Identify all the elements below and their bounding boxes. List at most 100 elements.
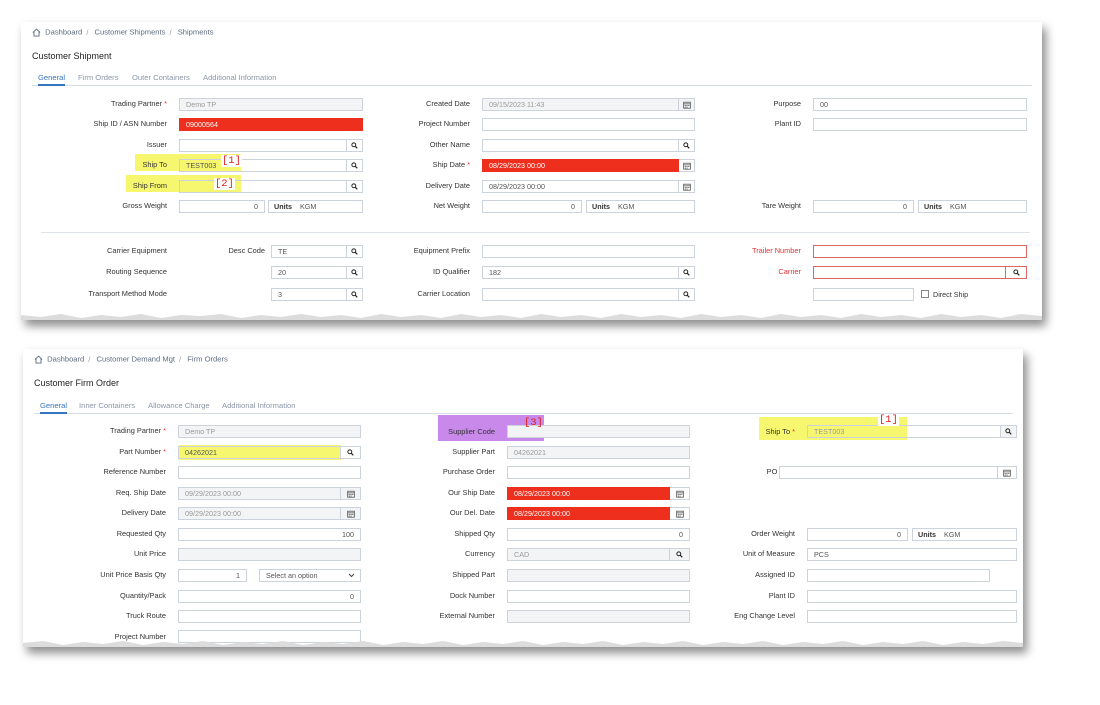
ship-from-search-button[interactable] [347,180,363,193]
unit-price-label: Unit Price [133,549,166,558]
transport-method-field[interactable]: 3 [271,288,347,301]
issuer-search-button[interactable] [347,139,363,152]
carrier-field[interactable] [813,266,1006,279]
delivery-date-field[interactable]: 08/29/2023 00:00 [482,180,679,193]
delivery-date-calendar-button[interactable] [679,180,695,193]
quantity-pack-field[interactable]: 0 [178,590,361,603]
requested-qty-field[interactable]: 100 [178,528,361,541]
unit-price-field [178,548,361,561]
breadcrumb-customer-shipments[interactable]: Customer Shipments [94,27,166,37]
purpose-label: Purpose [773,99,801,108]
transport-method-search-button[interactable] [347,288,363,301]
trading-partner-field: Demo TP [178,425,361,438]
project-number-field[interactable] [178,630,361,643]
reference-number-field[interactable] [178,466,361,479]
ship-from-field[interactable] [179,180,347,193]
equipment-prefix-field[interactable] [482,245,695,258]
tab-inner-containers[interactable]: Inner Containers [79,401,136,410]
other-name-search-button[interactable] [679,139,695,152]
ship-to-search-button[interactable] [347,159,363,172]
created-date-calendar-button[interactable] [679,98,695,111]
eng-change-level-field[interactable] [807,610,1017,623]
project-number-label: Project Number [114,632,166,641]
plant-id-field[interactable] [807,590,1017,603]
issuer-field[interactable] [179,139,347,152]
direct-ship-field[interactable] [813,288,914,301]
our-ship-date-field[interactable]: 08/29/2023 00:00 [507,487,670,500]
net-weight-field[interactable]: 0 [482,200,582,213]
ship-date-calendar-button[interactable] [679,159,695,172]
req-ship-date-calendar-button[interactable] [341,487,361,500]
other-name-field[interactable] [482,139,679,152]
truck-route-field[interactable] [178,610,361,623]
trailer-number-field[interactable] [813,245,1027,258]
tab-additional-information[interactable]: Additional Information [222,401,296,410]
our-ship-date-calendar-button[interactable] [670,487,690,500]
purchase-order-field[interactable] [507,466,690,479]
delivery-date-calendar-button[interactable] [341,507,361,520]
project-number-field[interactable] [482,118,695,131]
id-qualifier-label: ID Qualifier [433,267,470,276]
tab-general[interactable]: General [38,71,66,86]
tab-additional-information[interactable]: Additional Information [203,73,277,82]
desc-code-search-button[interactable] [347,245,363,258]
tare-weight-field[interactable]: 0 [813,200,914,213]
supplier-part-field: 04262021 [507,446,690,459]
ship-to-search-button[interactable] [1001,425,1017,438]
po-date-field[interactable] [779,466,998,479]
home-icon[interactable] [32,28,41,37]
currency-search-button[interactable] [670,548,690,561]
order-weight-units[interactable]: Units KGM [912,528,1017,541]
calendar-icon [683,183,691,191]
transport-method-label: Transport Method Mode [88,289,167,298]
tab-allowance-charge[interactable]: Allowance Charge [148,401,210,410]
breadcrumb-dashboard[interactable]: Dashboard [45,27,83,37]
search-icon [351,269,358,276]
part-number-field[interactable]: 04262021 [178,446,341,459]
ship-id-field[interactable]: 09000564 [179,118,363,131]
other-name-label: Other Name [429,140,470,149]
purpose-field[interactable]: 00 [813,98,1027,111]
id-qualifier-search-button[interactable] [679,266,695,279]
routing-sequence-search-button[interactable] [347,266,363,279]
tab-firm-orders[interactable]: Firm Orders [78,73,119,82]
desc-code-label: Desc Code [228,246,265,255]
tab-general[interactable]: General [40,399,68,414]
desc-code-field[interactable]: TE [271,245,347,258]
ship-to-field[interactable]: TEST003 [179,159,347,172]
ship-date-field[interactable]: 08/29/2023 00:00 [482,159,679,172]
trading-partner-label: Trading Partner * [111,99,167,108]
home-icon[interactable] [34,355,43,364]
breadcrumb-customer-demand-mgt[interactable]: Customer Demand Mgt [96,354,176,364]
id-qualifier-field[interactable]: 182 [482,266,679,279]
dock-number-field[interactable] [507,590,690,603]
shipped-qty-field[interactable]: 0 [507,528,690,541]
gross-weight-units[interactable]: Units KGM [268,200,363,213]
plant-id-field[interactable] [813,118,1027,131]
carrier-location-field[interactable] [482,288,679,301]
unit-of-measure-field[interactable]: PCS [807,548,1017,561]
part-number-search-button[interactable] [341,446,361,459]
gross-weight-field[interactable]: 0 [179,200,265,213]
torn-edge [23,641,1023,647]
order-weight-field[interactable]: 0 [807,528,908,541]
breadcrumb-dashboard[interactable]: Dashboard [47,354,85,364]
ship-to-highlight [135,154,241,171]
tare-weight-units[interactable]: Units KGM [918,200,1027,213]
assigned-id-field[interactable] [807,569,990,582]
our-del-date-calendar-button[interactable] [670,507,690,520]
our-del-date-field[interactable]: 08/29/2023 00:00 [507,507,670,520]
breadcrumb: Dashboard / Customer Demand Mgt / Firm Ord… [34,354,228,366]
unit-price-basis-field[interactable]: 1 [178,569,247,582]
routing-sequence-field[interactable]: 20 [271,266,347,279]
unit-price-basis-select[interactable]: Select an option [259,569,361,582]
carrier-location-search-button[interactable] [679,288,695,301]
direct-ship-checkbox[interactable] [921,290,929,298]
net-weight-units[interactable]: Units KGM [586,200,695,213]
po-date-calendar-button[interactable] [998,466,1017,479]
order-weight-label: Order Weight [751,529,795,538]
carrier-search-button[interactable] [1006,266,1027,279]
supplier-part-label: Supplier Part [452,447,495,456]
tab-outer-containers[interactable]: Outer Containers [132,73,190,82]
project-number-label: Project Number [418,119,470,128]
